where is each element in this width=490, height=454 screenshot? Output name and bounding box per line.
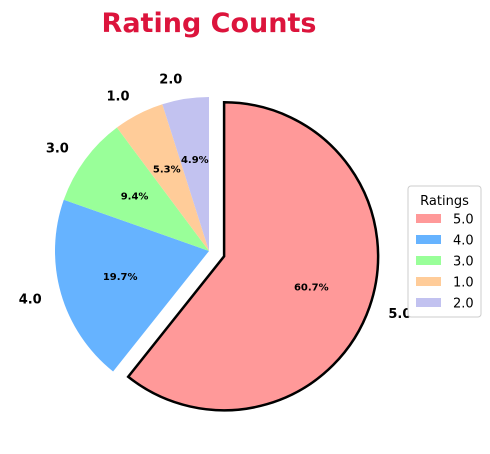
pie-slice-4-0 bbox=[54, 199, 209, 372]
legend-label: 2.0 bbox=[453, 297, 474, 312]
category-label: 4.0 bbox=[19, 293, 42, 308]
percentage-label: 4.9% bbox=[181, 155, 209, 166]
category-label: 5.0 bbox=[388, 307, 411, 322]
legend-label: 4.0 bbox=[453, 234, 474, 249]
category-labels: 5.0 4.0 3.0 1.0 2.0 bbox=[19, 73, 412, 323]
pie-slice-3-0 bbox=[63, 127, 210, 251]
percentage-label: 5.3% bbox=[153, 164, 181, 175]
legend-label: 3.0 bbox=[453, 255, 474, 270]
category-label: 1.0 bbox=[106, 90, 129, 105]
legend-swatch bbox=[416, 298, 441, 307]
percentage-label: 60.7% bbox=[294, 282, 329, 293]
legend-swatch bbox=[416, 214, 441, 223]
pie-slice-2-0 bbox=[162, 97, 209, 251]
legend-title: Ratings bbox=[420, 194, 469, 209]
category-label: 2.0 bbox=[159, 73, 182, 88]
legend-items: 5.0 4.0 3.0 1.0 2.0 bbox=[416, 213, 474, 312]
legend-swatch bbox=[416, 256, 441, 265]
percentage-labels: 60.7% 19.7% 9.4% 5.3%4.9% bbox=[103, 155, 329, 293]
chart-title: Rating Counts bbox=[102, 8, 317, 39]
legend: Ratings 5.0 4.0 3.0 1.0 2.0 bbox=[407, 185, 482, 318]
percentage-label: 19.7% bbox=[103, 272, 138, 283]
legend-swatch bbox=[416, 277, 441, 286]
legend-label: 5.0 bbox=[453, 213, 474, 228]
legend-label: 1.0 bbox=[453, 276, 474, 291]
percentage-label: 9.4% bbox=[121, 192, 149, 203]
legend-swatch bbox=[416, 235, 441, 244]
pie-slice-1-0 bbox=[116, 104, 209, 251]
category-label: 3.0 bbox=[46, 141, 69, 156]
pie-slice-5-0 bbox=[126, 101, 380, 412]
pie-slices bbox=[54, 97, 380, 412]
